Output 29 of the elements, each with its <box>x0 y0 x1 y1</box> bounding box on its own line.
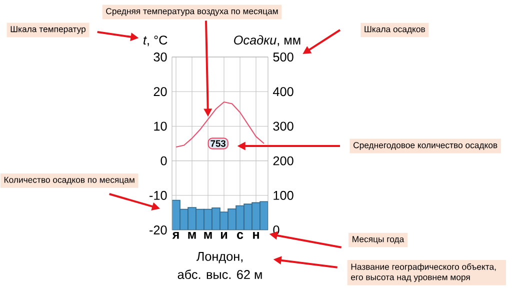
y2-axis-title: Осадки, мм <box>234 35 300 46</box>
y-tick-label: 10 <box>154 122 167 131</box>
x-tick-label: и <box>220 232 228 239</box>
annotation: 753 <box>210 140 226 147</box>
y-tick-label: -10 <box>150 190 167 200</box>
y-tick-label: 20 <box>154 87 167 96</box>
y2-tick-label: 200 <box>273 156 294 166</box>
x-tick-label: м <box>204 232 212 239</box>
y2-tick-label: 300 <box>273 122 294 131</box>
y-tick-label: 0 <box>160 156 167 166</box>
text: Шкала осадков <box>364 26 425 34</box>
x-tick-label: я <box>172 232 179 239</box>
text: Шкала температур <box>10 26 86 34</box>
y-tick-label: -20 <box>150 226 167 234</box>
text: Количество осадков по месяцам <box>4 176 134 184</box>
y-tick-label: 30 <box>154 52 167 62</box>
text: Среднегодовое количество осадков <box>354 142 498 150</box>
x-tick-label: н <box>253 232 259 239</box>
text: Средняя температура воздуха по месяцам <box>106 8 278 16</box>
text: Лондон, <box>196 252 242 264</box>
text: Название географического объекта, его высота над уровнем моря <box>351 263 496 282</box>
y2-tick-label: 100 <box>274 190 294 200</box>
y2-tick-label: 400 <box>273 87 294 96</box>
x-tick-label: м <box>188 232 196 239</box>
y-axis-title: t, °C <box>144 36 168 46</box>
y2-tick-label: 500 <box>273 52 294 62</box>
x-tick-label: с <box>236 232 244 239</box>
text: абс. выс. 62 м <box>178 270 262 280</box>
text: Месяцы года <box>352 236 404 244</box>
